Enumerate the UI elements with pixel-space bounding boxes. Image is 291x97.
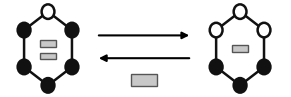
Ellipse shape: [210, 23, 223, 37]
Ellipse shape: [210, 60, 223, 74]
Ellipse shape: [234, 4, 246, 19]
Ellipse shape: [65, 23, 78, 37]
Ellipse shape: [42, 4, 54, 19]
Ellipse shape: [18, 23, 31, 37]
Ellipse shape: [234, 78, 246, 93]
Ellipse shape: [258, 23, 270, 37]
Ellipse shape: [65, 60, 78, 74]
Bar: [40, 40, 56, 47]
Bar: [131, 74, 157, 86]
Ellipse shape: [258, 60, 270, 74]
Ellipse shape: [42, 78, 54, 93]
Ellipse shape: [18, 60, 31, 74]
Bar: [40, 53, 56, 59]
Bar: [233, 45, 248, 52]
